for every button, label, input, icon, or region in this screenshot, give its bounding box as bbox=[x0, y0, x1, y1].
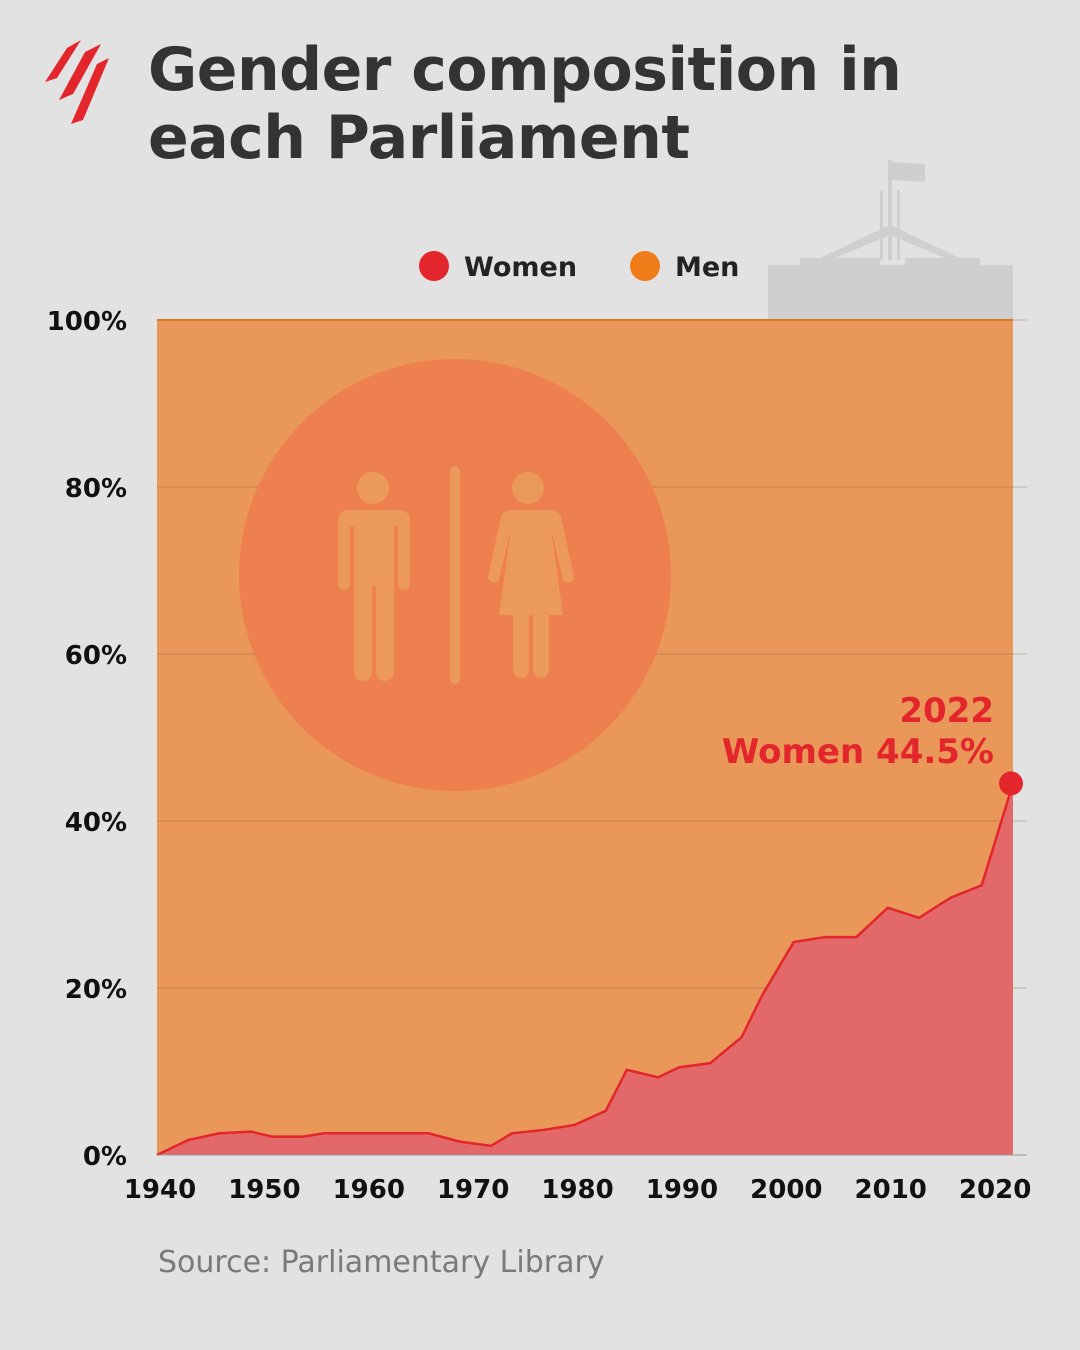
x-tick-label: 1950 bbox=[228, 1175, 300, 1205]
annotation-year: 2022 bbox=[899, 691, 994, 731]
restroom-icon-circle bbox=[239, 359, 671, 791]
source-note: Source: Parliamentary Library bbox=[158, 1245, 605, 1280]
sbs-logo-icon bbox=[45, 40, 109, 124]
x-tick-label: 1970 bbox=[437, 1175, 509, 1205]
chart-title: Gender composition in each Parliament bbox=[148, 35, 902, 173]
women-area bbox=[157, 783, 1013, 1155]
y-tick-label: 0% bbox=[83, 1142, 127, 1172]
x-tick-label: 2010 bbox=[855, 1175, 927, 1205]
endpoint-marker bbox=[999, 771, 1023, 796]
y-tick-label: 60% bbox=[65, 641, 127, 671]
legend-label-women: Women bbox=[464, 252, 577, 283]
x-tick-label: 1940 bbox=[124, 1175, 196, 1205]
y-tick-label: 40% bbox=[65, 808, 127, 838]
y-tick-label: 20% bbox=[65, 975, 127, 1005]
legend-label-men: Men bbox=[675, 252, 739, 283]
legend-swatch-women bbox=[419, 251, 449, 281]
y-tick-label: 80% bbox=[65, 474, 127, 504]
x-tick-label: 1990 bbox=[646, 1175, 718, 1205]
y-tick-label: 100% bbox=[47, 307, 127, 337]
parliament-house-icon bbox=[768, 160, 1013, 320]
annotation-value: Women 44.5% bbox=[722, 732, 994, 772]
x-tick-label: 2020 bbox=[959, 1175, 1031, 1205]
x-tick-label: 2000 bbox=[750, 1175, 822, 1205]
x-tick-label: 1960 bbox=[333, 1175, 405, 1205]
legend-swatch-men bbox=[630, 251, 660, 281]
x-tick-label: 1980 bbox=[541, 1175, 613, 1205]
